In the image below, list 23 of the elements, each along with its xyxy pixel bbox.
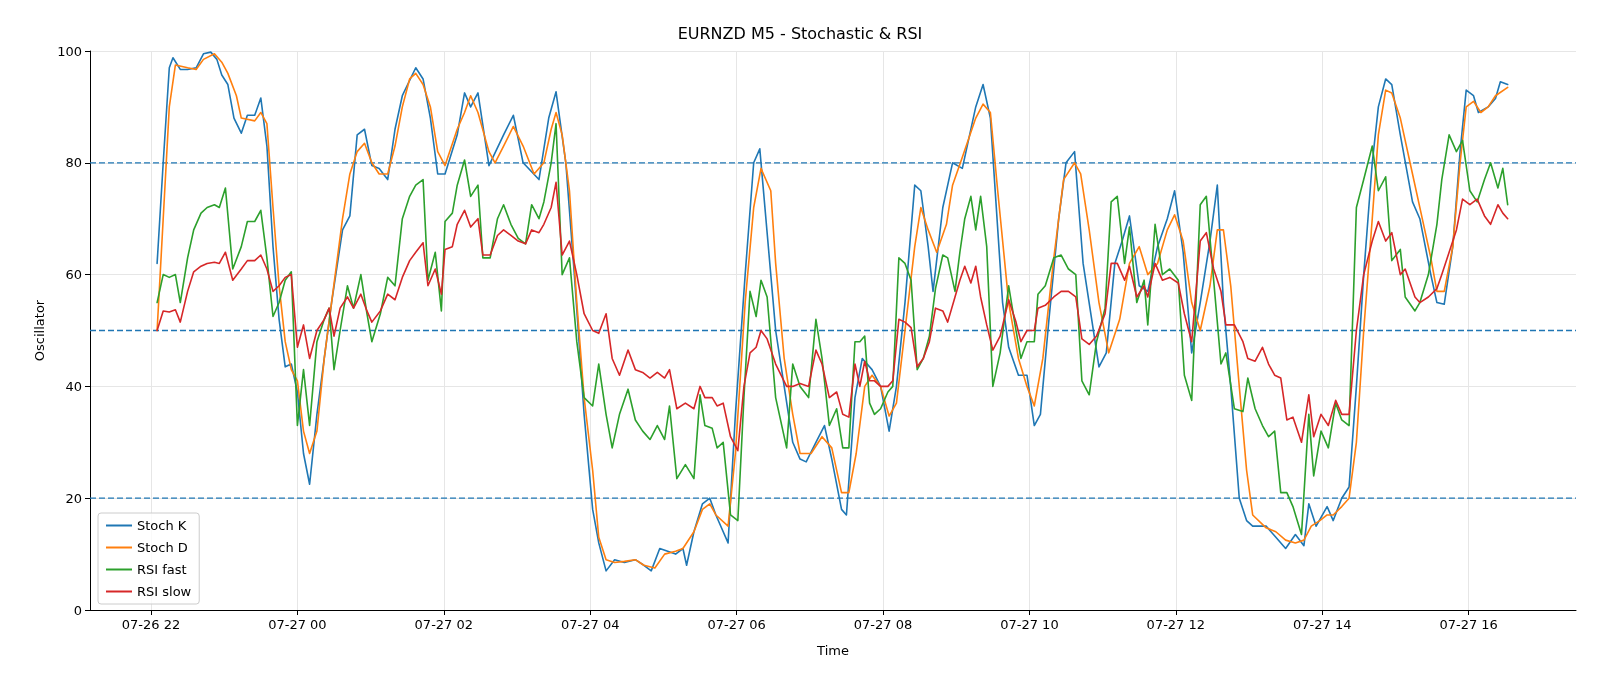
- x-tick-label: 07-27 16: [1439, 617, 1498, 632]
- x-tick-label: 07-27 08: [853, 617, 913, 632]
- x-tick-label: 07-27 04: [560, 617, 620, 632]
- y-tick-label: 20: [65, 490, 82, 506]
- x-axis-title: Time: [816, 643, 849, 658]
- legend-label: RSI slow: [137, 584, 192, 599]
- legend-label: Stoch D: [137, 540, 188, 555]
- y-tick-label: 80: [65, 155, 82, 171]
- y-tick-label: 0: [73, 602, 82, 618]
- chart-title: EURNZD M5 - Stochastic & RSI: [677, 23, 923, 43]
- x-tick-label: 07-26 22: [121, 617, 181, 632]
- x-tick-label: 07-27 12: [1146, 617, 1206, 632]
- legend-label: RSI fast: [137, 562, 187, 577]
- y-tick-label: 60: [65, 267, 82, 283]
- x-tick-label: 07-27 02: [414, 617, 474, 632]
- x-tick-label: 07-27 10: [1000, 617, 1059, 632]
- x-tick-label: 07-27 00: [268, 617, 327, 632]
- y-axis-title: Oscillator: [32, 299, 47, 362]
- y-tick-label: 40: [65, 378, 82, 394]
- legend-label: Stoch K: [137, 518, 187, 533]
- x-tick-label: 07-27 06: [707, 617, 766, 632]
- x-tick-label: 07-27 14: [1293, 617, 1352, 632]
- y-tick-label: 100: [57, 43, 82, 59]
